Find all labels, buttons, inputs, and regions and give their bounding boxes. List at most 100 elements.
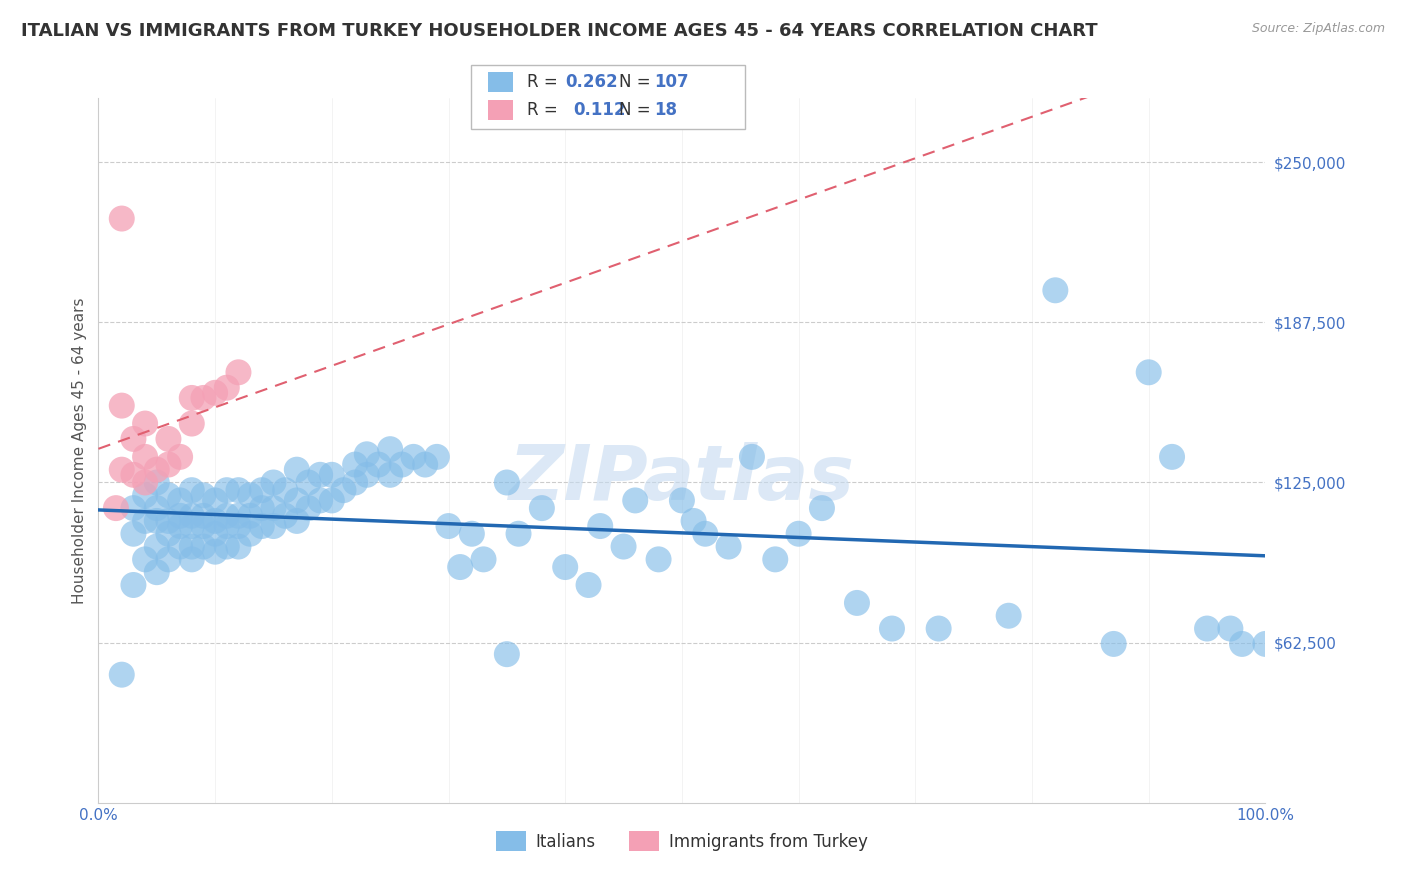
- Point: [180, 508, 202, 523]
- Point: [180, 519, 202, 533]
- Point: [309, 467, 332, 482]
- Point: [122, 432, 145, 446]
- Point: [239, 488, 262, 502]
- Text: ZIPatlas: ZIPatlas: [509, 442, 855, 516]
- Point: [997, 608, 1019, 623]
- Point: [157, 552, 180, 566]
- Point: [239, 526, 262, 541]
- Text: Source: ZipAtlas.com: Source: ZipAtlas.com: [1251, 22, 1385, 36]
- Point: [169, 540, 191, 554]
- Point: [426, 450, 449, 464]
- Point: [530, 501, 553, 516]
- Point: [146, 475, 169, 490]
- Y-axis label: Householder Income Ages 45 - 64 years: Householder Income Ages 45 - 64 years: [72, 297, 87, 604]
- Point: [157, 458, 180, 472]
- Point: [309, 493, 332, 508]
- Point: [297, 475, 319, 490]
- Point: [169, 508, 191, 523]
- Point: [111, 399, 134, 413]
- Point: [250, 501, 273, 516]
- Point: [193, 488, 215, 502]
- Point: [193, 508, 215, 523]
- Text: 0.112: 0.112: [574, 101, 626, 119]
- Point: [613, 540, 636, 554]
- Point: [285, 463, 308, 477]
- Point: [380, 442, 402, 457]
- Point: [285, 493, 308, 508]
- Point: [682, 514, 704, 528]
- Point: [228, 540, 250, 554]
- Point: [157, 526, 180, 541]
- Point: [193, 391, 215, 405]
- Point: [122, 501, 145, 516]
- Point: [250, 483, 273, 498]
- Point: [193, 519, 215, 533]
- Point: [344, 458, 367, 472]
- Point: [134, 514, 156, 528]
- Point: [204, 385, 226, 400]
- Point: [1219, 622, 1241, 636]
- Point: [146, 514, 169, 528]
- Text: 107: 107: [654, 73, 689, 91]
- Point: [134, 552, 156, 566]
- Point: [274, 483, 297, 498]
- Point: [122, 526, 145, 541]
- Point: [204, 493, 226, 508]
- Point: [437, 519, 460, 533]
- Text: 0.262: 0.262: [565, 73, 617, 91]
- Text: N =: N =: [619, 73, 655, 91]
- Point: [204, 514, 226, 528]
- Point: [402, 450, 425, 464]
- Point: [262, 519, 284, 533]
- Point: [157, 488, 180, 502]
- Point: [250, 519, 273, 533]
- Point: [228, 519, 250, 533]
- Point: [180, 540, 202, 554]
- Point: [274, 508, 297, 523]
- Point: [146, 540, 169, 554]
- Legend: Italians, Immigrants from Turkey: Italians, Immigrants from Turkey: [489, 824, 875, 858]
- Point: [134, 488, 156, 502]
- Point: [928, 622, 950, 636]
- Point: [262, 501, 284, 516]
- Point: [763, 552, 786, 566]
- Point: [215, 519, 238, 533]
- Point: [321, 467, 343, 482]
- Point: [215, 483, 238, 498]
- Point: [1161, 450, 1184, 464]
- Text: ITALIAN VS IMMIGRANTS FROM TURKEY HOUSEHOLDER INCOME AGES 45 - 64 YEARS CORRELAT: ITALIAN VS IMMIGRANTS FROM TURKEY HOUSEH…: [21, 22, 1098, 40]
- Point: [228, 508, 250, 523]
- Point: [321, 493, 343, 508]
- Text: N =: N =: [619, 101, 655, 119]
- Point: [111, 463, 134, 477]
- Point: [380, 467, 402, 482]
- Point: [356, 447, 378, 461]
- Point: [472, 552, 495, 566]
- Point: [285, 514, 308, 528]
- Point: [1254, 637, 1277, 651]
- Point: [239, 508, 262, 523]
- Point: [624, 493, 647, 508]
- Point: [169, 450, 191, 464]
- Point: [157, 432, 180, 446]
- Point: [1195, 622, 1218, 636]
- Point: [146, 463, 169, 477]
- Point: [228, 365, 250, 379]
- Point: [169, 493, 191, 508]
- Point: [496, 475, 519, 490]
- Point: [589, 519, 612, 533]
- Point: [228, 483, 250, 498]
- Point: [741, 450, 763, 464]
- Point: [695, 526, 717, 541]
- Point: [180, 552, 202, 566]
- Point: [344, 475, 367, 490]
- Point: [356, 467, 378, 482]
- Text: 18: 18: [654, 101, 676, 119]
- Point: [134, 475, 156, 490]
- Point: [554, 560, 576, 574]
- Point: [578, 578, 600, 592]
- Text: R =: R =: [527, 101, 564, 119]
- Point: [811, 501, 834, 516]
- Point: [111, 211, 134, 226]
- Point: [262, 475, 284, 490]
